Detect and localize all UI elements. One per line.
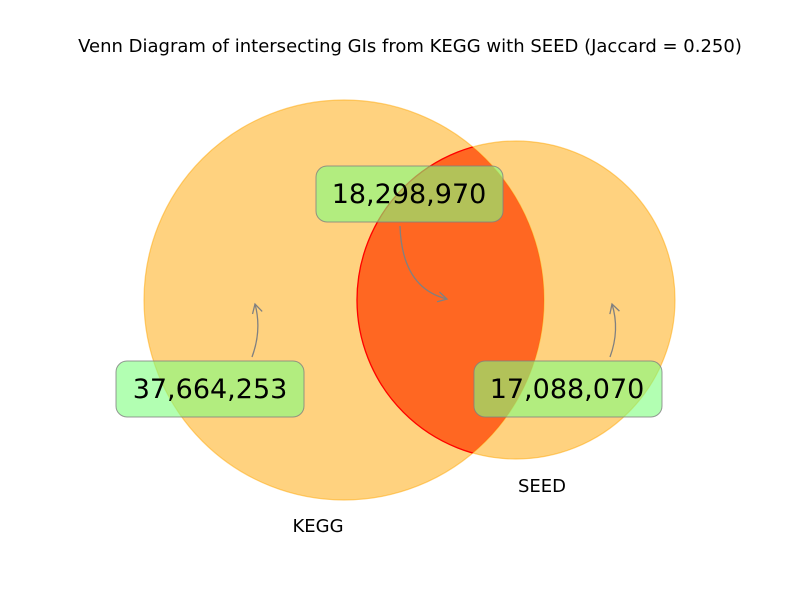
count-box-intersection-background (315, 165, 504, 223)
count-box-kegg-only: 37,664,253 (115, 360, 305, 418)
count-box-intersection: 18,298,970 (315, 165, 504, 223)
set-label-seed: SEED (518, 476, 566, 497)
arrow-intersection (399, 225, 449, 303)
arrow-seed-only (609, 302, 620, 358)
count-box-seed-only: 17,088,070 (473, 360, 663, 418)
arrow-kegg-only (251, 302, 263, 358)
set-label-kegg: KEGG (292, 516, 343, 537)
count-intersection: 18,298,970 (332, 179, 487, 210)
count-seed-only: 17,088,070 (490, 374, 645, 405)
count-box-kegg-only-background (115, 360, 305, 418)
count-kegg-only: 37,664,253 (133, 374, 288, 405)
chart-title: Venn Diagram of intersecting GIs from KE… (78, 36, 742, 57)
count-box-seed-only-background (473, 360, 663, 418)
